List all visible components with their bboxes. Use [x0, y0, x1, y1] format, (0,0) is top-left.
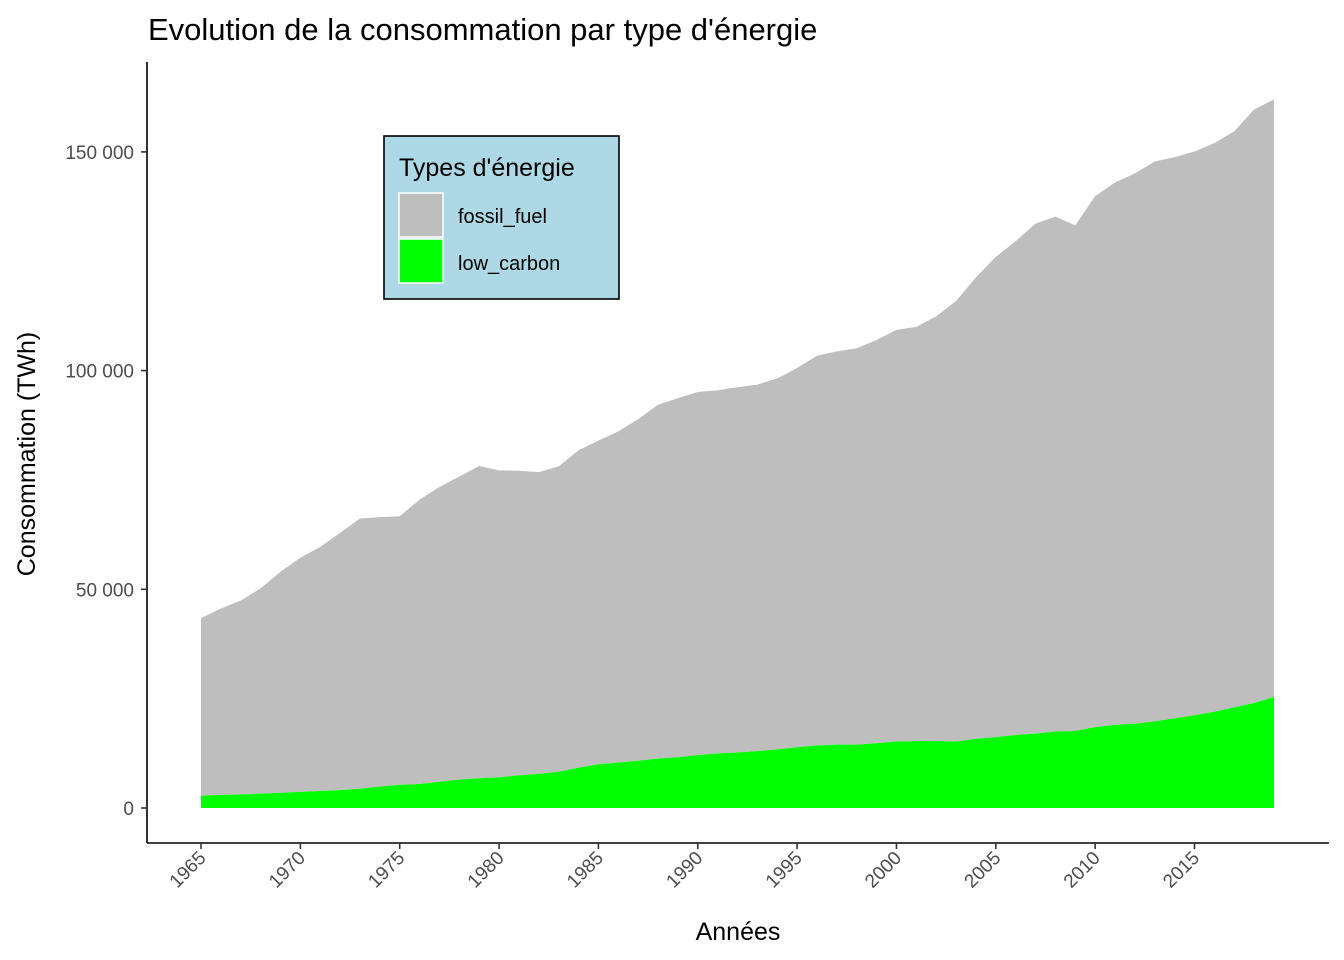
x-tick-label: 1975 — [364, 848, 409, 893]
area-fossil-fuel — [201, 99, 1274, 796]
y-tick-label: 150 000 — [65, 143, 134, 164]
y-axis-ticks: 0 50 000 100 000 150 000 — [65, 143, 147, 820]
legend-label-low-carbon: low_carbon — [458, 253, 560, 275]
y-tick-label: 0 — [123, 799, 134, 820]
plot-area — [201, 99, 1274, 808]
x-tick-label: 1985 — [563, 848, 608, 893]
legend-label-fossil-fuel: fossil_fuel — [458, 206, 547, 228]
x-tick-label: 2000 — [861, 848, 906, 893]
x-axis-title: Années — [696, 918, 781, 946]
x-tick-label: 1995 — [762, 848, 807, 893]
x-axis-ticks: 1965 1970 1975 1980 1985 1990 1995 2000 2005 2010… — [166, 843, 1204, 892]
legend-swatch-low-carbon — [398, 238, 444, 284]
x-tick-label: 2015 — [1159, 848, 1204, 893]
legend: Types d'énergie fossil_fuel low_carbon — [383, 135, 620, 300]
x-tick-label: 2005 — [961, 848, 1006, 893]
x-tick-label: 1970 — [265, 848, 310, 893]
y-axis-title: Consommation (TWh) — [13, 332, 41, 577]
y-tick-label: 50 000 — [76, 580, 134, 601]
legend-swatch-fossil-fuel — [398, 192, 444, 238]
legend-title: Types d'énergie — [399, 154, 575, 182]
x-tick-label: 2010 — [1060, 848, 1105, 893]
x-tick-label: 1965 — [166, 848, 211, 893]
y-tick-label: 100 000 — [65, 362, 134, 383]
x-tick-label: 1980 — [464, 848, 509, 893]
area-low-carbon — [201, 696, 1274, 808]
x-tick-label: 1990 — [663, 848, 708, 893]
chart-title: Evolution de la consommation par type d'… — [148, 12, 817, 47]
